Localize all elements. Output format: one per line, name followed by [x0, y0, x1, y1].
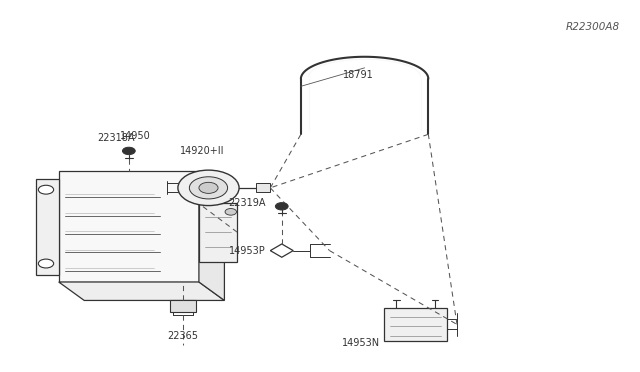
Text: 18791: 18791 — [343, 70, 374, 80]
Text: 22319A: 22319A — [228, 198, 266, 208]
Circle shape — [38, 259, 54, 268]
Text: 22318A: 22318A — [97, 133, 135, 143]
Circle shape — [199, 182, 218, 193]
Text: 14953N: 14953N — [342, 338, 381, 348]
Text: 14953P: 14953P — [229, 246, 266, 256]
Text: R22300A8: R22300A8 — [565, 22, 620, 32]
Circle shape — [178, 170, 239, 206]
Polygon shape — [199, 171, 225, 301]
Polygon shape — [36, 179, 59, 275]
Polygon shape — [170, 301, 196, 311]
Bar — [256, 183, 270, 192]
Polygon shape — [199, 203, 237, 262]
Text: 14920+II: 14920+II — [180, 146, 225, 156]
Bar — [205, 210, 221, 217]
Circle shape — [38, 185, 54, 194]
Polygon shape — [270, 244, 293, 257]
Circle shape — [225, 209, 237, 215]
Text: 14950: 14950 — [120, 131, 150, 141]
Polygon shape — [384, 308, 447, 341]
Polygon shape — [59, 171, 199, 282]
Polygon shape — [59, 282, 225, 301]
Circle shape — [275, 203, 288, 210]
Bar — [205, 247, 228, 256]
Text: 22365: 22365 — [168, 331, 198, 340]
Circle shape — [189, 177, 228, 199]
Circle shape — [122, 147, 135, 155]
